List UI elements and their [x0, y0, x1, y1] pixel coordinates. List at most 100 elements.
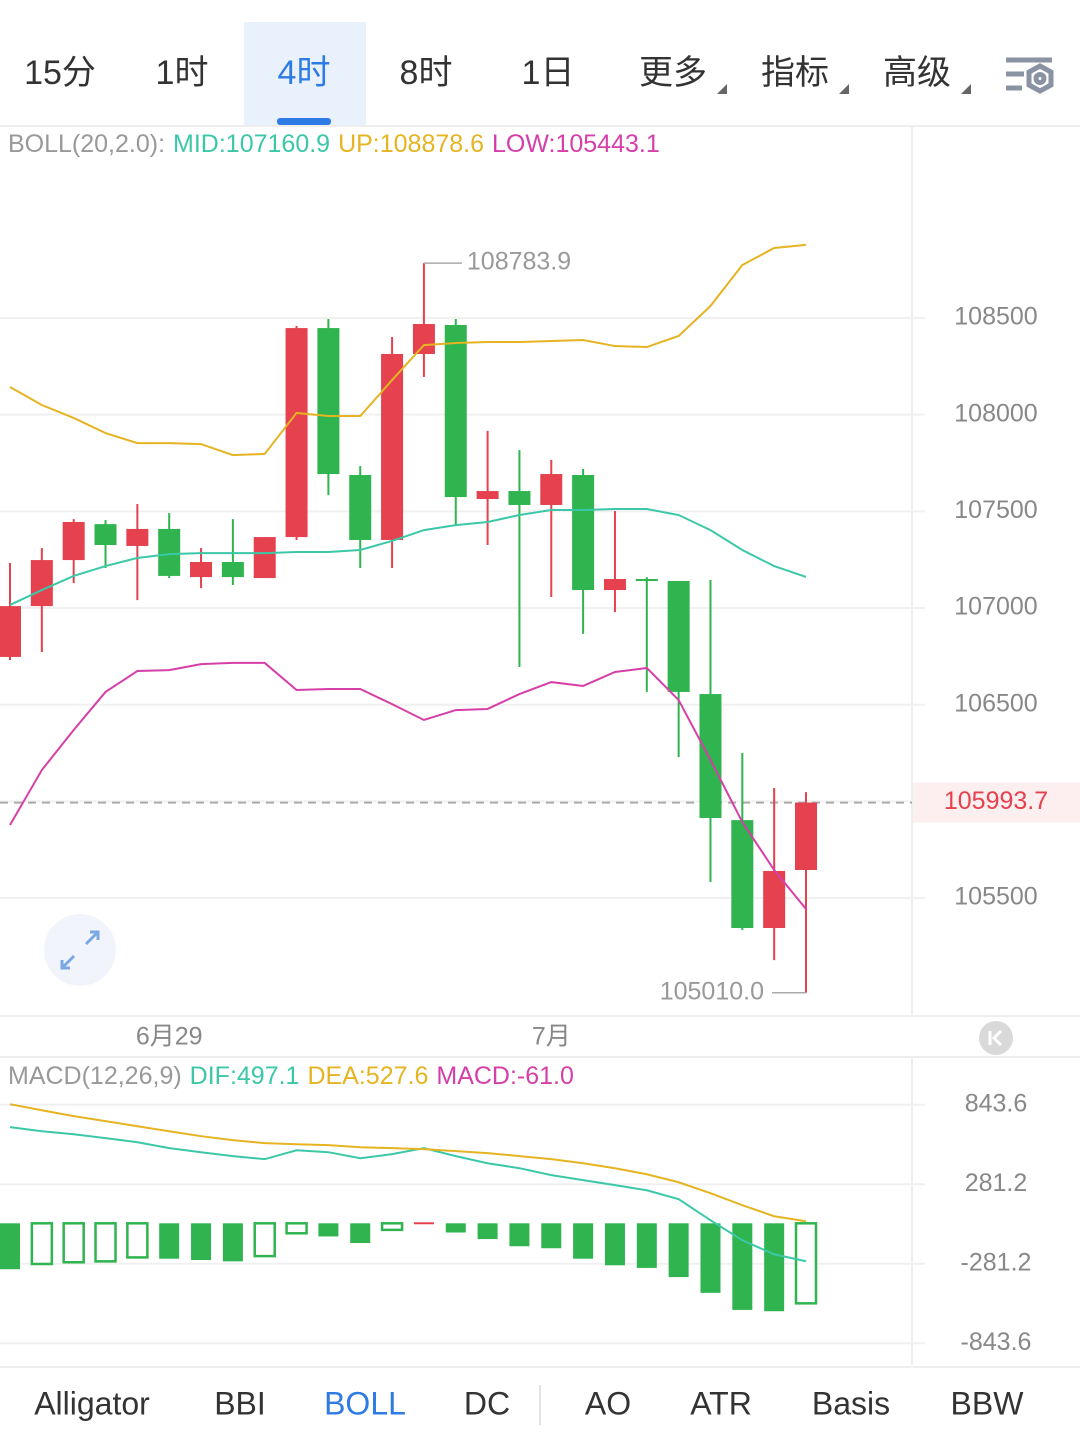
macd-bar	[62, 1222, 85, 1264]
macd-bar	[477, 1223, 498, 1240]
time-tab[interactable]: 8时	[400, 54, 453, 92]
candle-body	[381, 353, 404, 540]
selected-tab-bg	[244, 22, 366, 125]
macd-bar	[604, 1223, 625, 1266]
time-tab[interactable]: 4时	[278, 54, 331, 92]
candle-body	[699, 694, 722, 818]
boll-line	[9, 508, 807, 606]
candle-body	[508, 491, 531, 505]
indicator-tab[interactable]: AO	[585, 1385, 631, 1421]
candle-body	[763, 870, 786, 928]
y-tick-label: 106500	[954, 689, 1037, 717]
legend-entry: UP:108878.6	[338, 130, 484, 158]
macd-bar	[222, 1223, 243, 1262]
macd-bar	[794, 1222, 818, 1305]
indicator-tab[interactable]: Basis	[812, 1385, 890, 1421]
macd-bar	[285, 1222, 308, 1235]
candle-body	[62, 521, 85, 561]
macd-bar	[380, 1222, 404, 1232]
macd-bar	[732, 1223, 753, 1310]
menu-tab[interactable]: 更多	[639, 54, 707, 92]
expand-bg	[44, 914, 116, 986]
legend-entry: LOW:105443.1	[492, 130, 660, 158]
y-tick-label: 107500	[954, 496, 1037, 524]
y-tick-label: 108000	[954, 399, 1037, 427]
legend-entry: MID:107160.9	[173, 130, 330, 158]
y-tick-label: 105500	[954, 883, 1037, 911]
macd-line	[9, 1103, 807, 1223]
boll-line	[9, 243, 807, 457]
macd-bar	[318, 1223, 339, 1237]
macd-bar	[126, 1222, 149, 1259]
macd-bar	[0, 1223, 20, 1270]
main-chart: 1055001060001065001070001075001080001085…	[0, 130, 1080, 1051]
y-tick-label: -281.2	[961, 1248, 1032, 1276]
reset-button[interactable]	[979, 1021, 1013, 1055]
candle-body	[795, 802, 817, 870]
candle-body	[731, 820, 754, 928]
macd-bar	[636, 1223, 657, 1268]
macd-bar	[94, 1222, 117, 1263]
candle-body	[190, 562, 213, 578]
macd-bar	[764, 1223, 785, 1312]
indicator-title: MACD(12,26,9)	[8, 1062, 182, 1090]
candle-body	[126, 528, 149, 546]
last-price-bg	[913, 782, 1080, 823]
x-tick-label: 6月29	[136, 1023, 203, 1051]
macd-bar	[253, 1222, 276, 1258]
indicator-tab[interactable]: BOLL	[324, 1385, 406, 1421]
candle-body	[0, 606, 21, 657]
indicator-tab[interactable]: DC	[464, 1385, 510, 1421]
legend-entry: DIF:497.1	[190, 1062, 300, 1090]
y-tick-label: 108500	[954, 303, 1037, 331]
indicator-title: BOLL(20,2.0):	[8, 130, 165, 158]
candle-body	[603, 579, 626, 591]
macd-bar	[445, 1223, 466, 1233]
time-tab[interactable]: 1时	[156, 54, 209, 92]
menu-caret	[839, 84, 849, 94]
icon-dot	[1033, 72, 1047, 85]
macd-bar	[509, 1223, 530, 1247]
candle-body	[349, 475, 372, 540]
indicator-header: BOLL(20,2.0): MID:107160.9 UP:108878.6 LOW:…	[8, 130, 660, 158]
last-price-label: 105993.7	[944, 787, 1048, 815]
time-tab[interactable]: 1日	[522, 54, 575, 92]
candle-body	[412, 324, 435, 354]
macd-chart: 843.6 281.2 -281.2 -843.6 MACD(12,26,9) DIF:4…	[0, 1062, 1031, 1356]
candle-body	[667, 580, 690, 692]
macd-bar	[159, 1223, 180, 1259]
legend-entry: MACD:-61.0	[436, 1062, 574, 1090]
macd-bar	[700, 1223, 721, 1293]
candle-body	[158, 528, 181, 576]
candle-body	[635, 579, 658, 582]
macd-bar	[541, 1223, 562, 1249]
indicator-tab[interactable]: Alligator	[34, 1385, 150, 1421]
menu-tab[interactable]: 指标	[761, 54, 829, 92]
legend-entry: DEA:527.6	[307, 1062, 428, 1090]
indicator-tab[interactable]: BBI	[214, 1385, 266, 1421]
candle-body	[285, 328, 308, 538]
candle-body	[572, 475, 595, 591]
indicator-tab[interactable]: BBW	[951, 1385, 1025, 1421]
candle-body	[540, 474, 563, 505]
time-tab[interactable]: 15分	[24, 54, 96, 92]
macd-bar	[191, 1223, 212, 1261]
selected-tab-underline	[277, 118, 331, 125]
y-tick-label: 107000	[954, 593, 1037, 621]
indicator-header: MACD(12,26,9) DIF:497.1 DEA:527.6 MACD:-61.…	[8, 1062, 574, 1090]
indicator-tab[interactable]: ATR	[690, 1385, 752, 1421]
high-label: 108783.9	[467, 248, 571, 276]
menu-tab[interactable]: 高级	[883, 54, 951, 92]
settings-icon[interactable]	[1006, 57, 1054, 94]
candle-body	[476, 491, 499, 499]
expand-button[interactable]	[44, 914, 116, 986]
candle-body	[253, 537, 276, 579]
candle-body	[94, 524, 117, 545]
y-tick-label: -843.6	[961, 1328, 1032, 1356]
candle-body	[317, 328, 340, 475]
macd-bar	[30, 1222, 54, 1266]
y-tick-label: 281.2	[965, 1169, 1028, 1197]
